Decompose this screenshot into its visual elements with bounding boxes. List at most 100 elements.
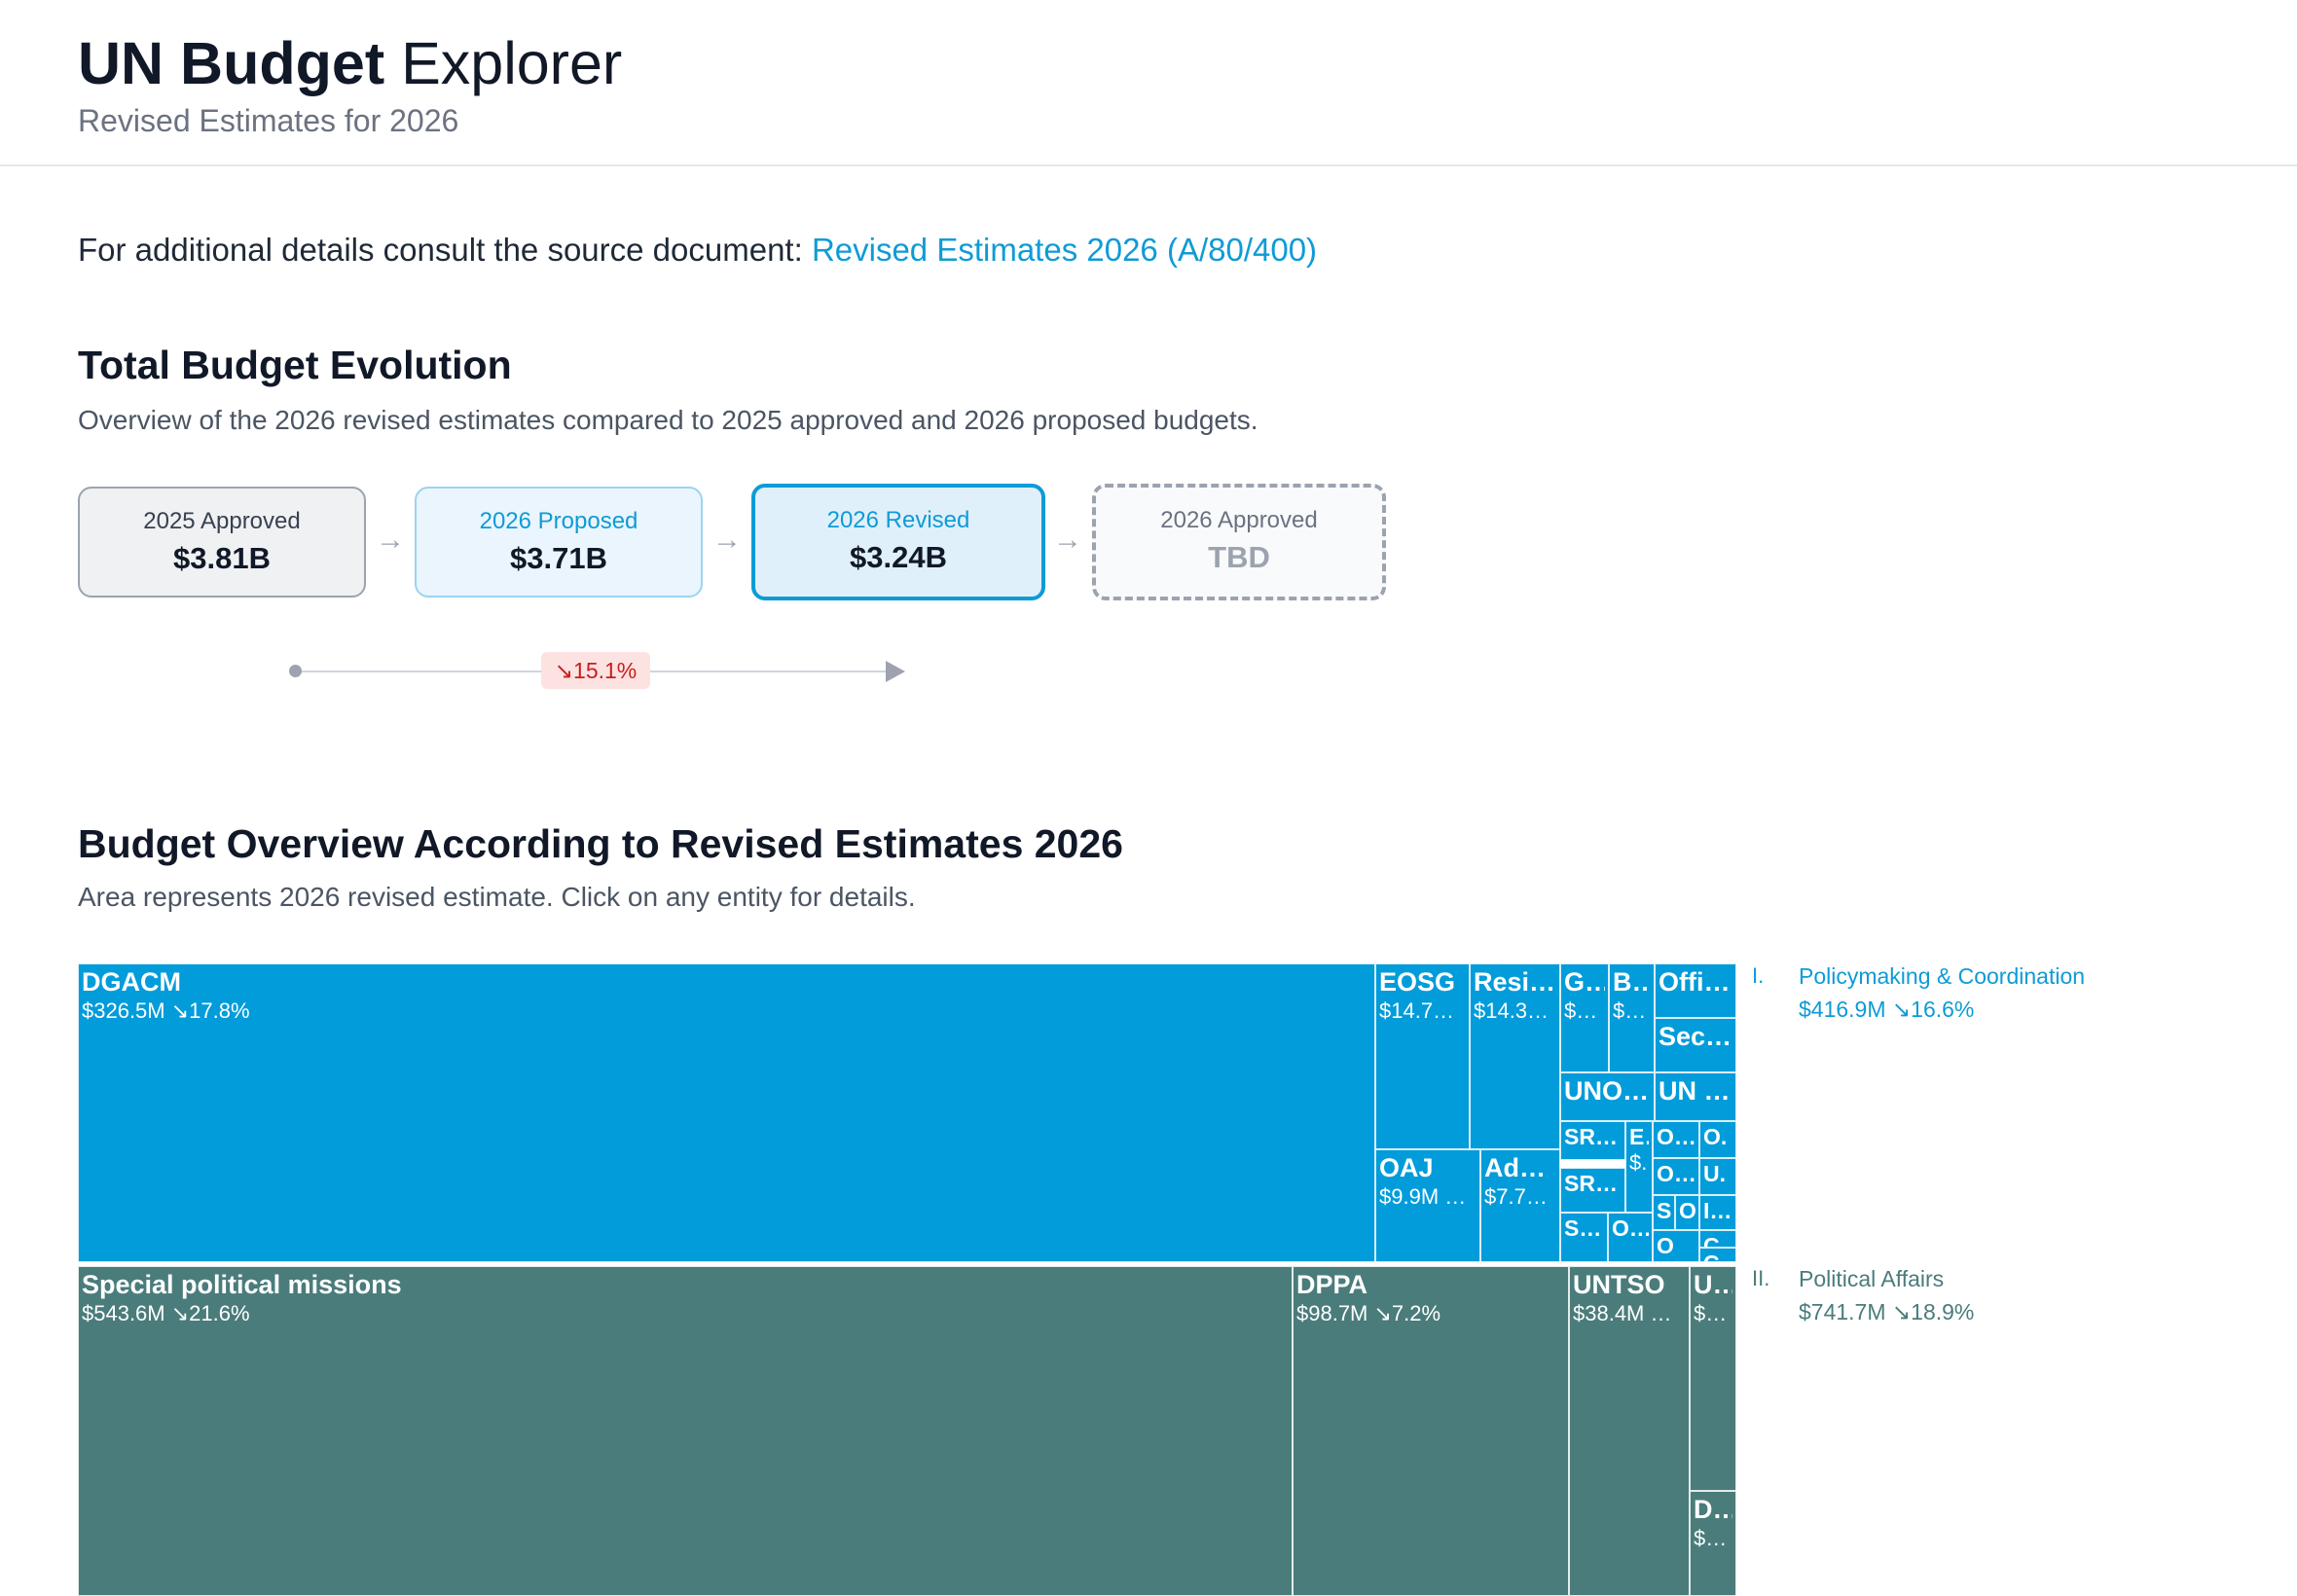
treemap-cell-u2[interactable]: U… $… <box>1690 1266 1736 1491</box>
treemap-cell-b[interactable]: B… $… <box>1609 963 1655 1072</box>
cell-name: UN … <box>1659 1076 1731 1106</box>
overview-description: Area represents 2026 revised estimate. C… <box>78 882 916 912</box>
budget-treemap: DGACM $326.5M ↘17.8% EOSG $14.7… Resi… $… <box>78 963 1736 1596</box>
legend-value: $741.7M ↘18.9% <box>1799 1299 1975 1324</box>
treemap-cell-e[interactable]: E. $. <box>1625 1121 1653 1213</box>
source-document-link[interactable]: Revised Estimates 2026 (A/80/400) <box>811 232 1318 268</box>
treemap-cell-o3[interactable]: O… <box>1653 1158 1699 1195</box>
treemap-cell-uno[interactable]: UNO… <box>1560 1072 1655 1121</box>
app-subtitle: Revised Estimates for 2026 <box>78 103 459 138</box>
evolution-description: Overview of the 2026 revised estimates c… <box>78 405 1258 435</box>
cell-value: $7.7… <box>1484 1184 1548 1209</box>
treemap-cell-sec[interactable]: Sec… <box>1655 1018 1736 1072</box>
cell-value: $… <box>1564 998 1598 1023</box>
treemap-cell-untso[interactable]: UNTSO $38.4M … <box>1569 1266 1690 1596</box>
cell-name: DGACM <box>82 967 181 997</box>
cell-name: O… <box>1657 1124 1695 1149</box>
stage-arrow: → <box>376 524 405 556</box>
treemap-cell-offi[interactable]: Offi… <box>1655 963 1736 1018</box>
treemap-cell-dgacm[interactable]: DGACM $326.5M ↘17.8% <box>78 963 1375 1262</box>
cell-value: $… <box>1694 1301 1728 1325</box>
treemap-cell-special-political-missions[interactable]: Special political missions $543.6M ↘21.6… <box>78 1266 1293 1596</box>
stage-label: 2026 Proposed <box>479 508 638 534</box>
cell-value: $543.6M ↘21.6% <box>82 1301 250 1325</box>
cell-value: $… <box>1613 998 1647 1023</box>
treemap-cell-eosg[interactable]: EOSG $14.7… <box>1375 963 1470 1149</box>
treemap-cell-sr1[interactable]: SR… <box>1560 1121 1625 1160</box>
stage-arrow: → <box>1053 524 1082 556</box>
evolution-title: Total Budget Evolution <box>78 343 512 387</box>
cell-name: OAJ <box>1379 1153 1434 1182</box>
cell-name: Sec… <box>1659 1022 1732 1051</box>
treemap-cell-c1[interactable]: O <box>1675 1195 1699 1230</box>
cell-name: O… <box>1657 1161 1695 1186</box>
cell-name: DPPA <box>1296 1270 1368 1299</box>
cell-name: SR… <box>1564 1171 1618 1196</box>
cell-value: $… <box>1694 1526 1728 1550</box>
cell-name: O <box>1679 1198 1695 1223</box>
legend-number: I. <box>1752 963 1765 988</box>
treemap-cell-o1[interactable]: O… <box>1653 1121 1699 1158</box>
treemap-cell-sr2[interactable]: SR… <box>1560 1168 1625 1213</box>
cell-name: E. <box>1629 1124 1649 1149</box>
stage-value: TBD <box>1208 540 1270 574</box>
cell-name: C <box>1703 1233 1720 1248</box>
treemap-cell-s2[interactable]: S… <box>1560 1213 1608 1262</box>
treemap-cell-c3[interactable]: C <box>1699 1248 1736 1262</box>
stage-label: 2025 Approved <box>143 508 301 534</box>
treemap-cell-oaj[interactable]: OAJ $9.9M … <box>1375 1149 1480 1262</box>
cell-name: D… <box>1694 1495 1732 1524</box>
treemap-cell-o4[interactable]: O… <box>1608 1213 1653 1262</box>
treemap-cell-dppa[interactable]: DPPA $98.7M ↘7.2% <box>1293 1266 1569 1596</box>
cell-value: $9.9M … <box>1379 1184 1467 1209</box>
cell-name: S… <box>1564 1215 1602 1241</box>
cell-name: UNO… <box>1564 1076 1649 1106</box>
treemap-cell-un[interactable]: UN … <box>1655 1072 1736 1121</box>
change-badge: ↘15.1% <box>541 652 650 689</box>
cell-name: SR… <box>1564 1124 1618 1149</box>
legend-name: Policymaking & Coordination <box>1799 963 2086 989</box>
app-title: UN Budget Explorer <box>78 29 622 97</box>
cell-value: $326.5M ↘17.8% <box>82 998 250 1023</box>
treemap-cell-resi[interactable]: Resi… $14.3… <box>1470 963 1560 1149</box>
legend-number: II. <box>1752 1266 1770 1290</box>
treemap-cell-o5[interactable]: O <box>1653 1230 1699 1262</box>
treemap-cell-o2[interactable]: O. <box>1699 1121 1736 1158</box>
legend-value: $416.9M ↘16.6% <box>1799 997 1975 1022</box>
source-prefix: For additional details consult the sourc… <box>78 232 803 268</box>
cell-value: $98.7M ↘7.2% <box>1296 1301 1441 1325</box>
cell-name: O… <box>1612 1215 1649 1241</box>
stage-value: $3.24B <box>850 540 947 574</box>
cell-name: Offi… <box>1659 967 1731 997</box>
app-title-light: Explorer <box>401 30 623 96</box>
app-header <box>0 0 2297 166</box>
treemap-cell-s1[interactable]: S <box>1653 1195 1675 1230</box>
cell-value: $38.4M … <box>1573 1301 1672 1325</box>
cell-name: B… <box>1613 967 1651 997</box>
cell-name: Adv… <box>1484 1153 1556 1182</box>
cell-name: U… <box>1694 1270 1732 1299</box>
cell-name: U. <box>1703 1161 1726 1186</box>
stage-label: 2026 Approved <box>1160 507 1318 533</box>
source-line: For additional details consult the sourc… <box>78 232 1317 269</box>
stage-2026-proposed: 2026 Proposed $3.71B <box>415 487 703 598</box>
legend-name: Political Affairs <box>1799 1266 1945 1291</box>
cell-name: O <box>1657 1233 1674 1258</box>
stage-2026-revised: 2026 Revised $3.24B <box>751 484 1045 600</box>
treemap-cell-adv[interactable]: Adv… $7.7… <box>1480 1149 1560 1262</box>
treemap-cell-d[interactable]: D… $… <box>1690 1491 1736 1596</box>
cell-name: C <box>1703 1251 1732 1261</box>
treemap-cell-i1[interactable]: I… <box>1699 1195 1736 1230</box>
change-timeline-start-dot <box>289 665 302 677</box>
treemap-cell-c2[interactable]: C <box>1699 1230 1736 1248</box>
overview-title: Budget Overview According to Revised Est… <box>78 821 1123 866</box>
stage-label: 2026 Revised <box>826 507 970 533</box>
cell-name: S <box>1657 1198 1671 1223</box>
cell-name: G… <box>1564 967 1605 997</box>
treemap-cell-u1[interactable]: U. <box>1699 1158 1736 1195</box>
cell-name: O. <box>1703 1124 1728 1149</box>
cell-name: UNTSO <box>1573 1270 1665 1299</box>
cell-value: $14.3… <box>1474 998 1550 1023</box>
treemap-cell-g[interactable]: G… $… <box>1560 963 1609 1072</box>
cell-name: EOSG <box>1379 967 1456 997</box>
